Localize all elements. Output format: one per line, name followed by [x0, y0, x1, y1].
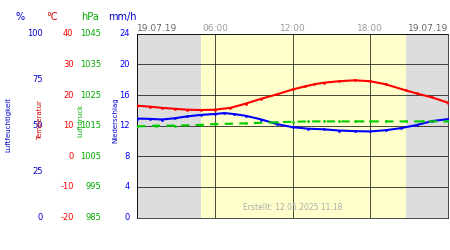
- Text: Temperatur: Temperatur: [37, 100, 43, 140]
- Text: 24: 24: [119, 29, 130, 38]
- Text: 1015: 1015: [81, 121, 102, 130]
- Text: mm/h: mm/h: [108, 12, 136, 22]
- Text: 12:00: 12:00: [279, 24, 306, 33]
- Text: -20: -20: [60, 213, 74, 222]
- Text: 25: 25: [32, 167, 43, 176]
- Text: 12: 12: [119, 121, 130, 130]
- Text: 50: 50: [32, 121, 43, 130]
- Bar: [137, 34, 201, 218]
- Text: 4: 4: [124, 182, 130, 192]
- Text: 0: 0: [37, 213, 43, 222]
- Text: -10: -10: [60, 182, 74, 192]
- Text: 40: 40: [63, 29, 74, 38]
- Text: 16: 16: [119, 90, 130, 100]
- Text: 20: 20: [119, 60, 130, 69]
- Text: °C: °C: [46, 12, 58, 22]
- Text: 19.07.19: 19.07.19: [408, 24, 448, 33]
- Text: 75: 75: [32, 75, 43, 84]
- Text: 1045: 1045: [81, 29, 102, 38]
- Text: 995: 995: [86, 182, 102, 192]
- Bar: [201, 34, 406, 218]
- Text: 18:00: 18:00: [357, 24, 383, 33]
- Text: Erstellt: 12.05.2025 11:18: Erstellt: 12.05.2025 11:18: [243, 203, 342, 212]
- Text: Luftdruck: Luftdruck: [77, 104, 83, 136]
- Text: Luftfeuchtigkeit: Luftfeuchtigkeit: [5, 98, 11, 152]
- Text: 19.07.19: 19.07.19: [137, 24, 177, 33]
- Text: 1025: 1025: [81, 90, 102, 100]
- Text: %: %: [15, 12, 25, 22]
- Text: 0: 0: [68, 152, 74, 161]
- Text: 0: 0: [124, 213, 130, 222]
- Text: Niederschlag: Niederschlag: [112, 97, 118, 143]
- Text: 06:00: 06:00: [202, 24, 228, 33]
- Text: hPa: hPa: [81, 12, 99, 22]
- Text: 1035: 1035: [81, 60, 102, 69]
- Text: 100: 100: [27, 29, 43, 38]
- Text: 10: 10: [63, 121, 74, 130]
- Text: 1005: 1005: [81, 152, 102, 161]
- Text: 20: 20: [63, 90, 74, 100]
- Text: 8: 8: [124, 152, 130, 161]
- Text: 30: 30: [63, 60, 74, 69]
- Bar: [406, 34, 448, 218]
- Text: 985: 985: [86, 213, 102, 222]
